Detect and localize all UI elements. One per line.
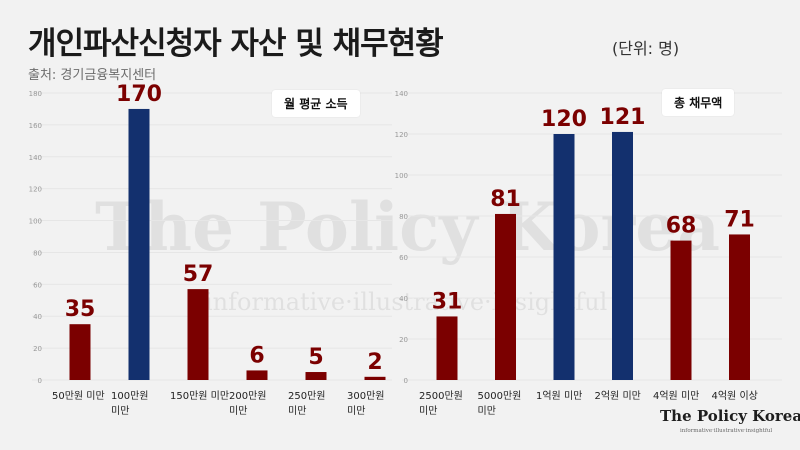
unit-label: (단위: 명) (612, 39, 680, 58)
y-tick-label: 20 (33, 345, 42, 353)
data-label: 6 (249, 343, 264, 368)
data-label: 121 (600, 105, 646, 130)
bar (612, 131, 633, 380)
x-tick-label: 미만 (347, 405, 365, 417)
chart-1-title: 월 평균 소득 (272, 90, 360, 117)
bar (553, 134, 575, 380)
y-tick-label: 120 (395, 131, 408, 139)
y-tick-label: 80 (399, 213, 408, 221)
bar (436, 316, 458, 380)
x-tick-label: 250만원 (288, 390, 326, 402)
y-tick-label: 180 (29, 90, 42, 98)
bar (305, 372, 327, 380)
y-tick-label: 80 (33, 249, 42, 257)
bar (128, 108, 150, 380)
data-label: 81 (490, 187, 521, 212)
x-tick-label: 미만 (478, 405, 496, 417)
bar (246, 370, 268, 380)
x-tick-label: 미만 (229, 405, 247, 417)
data-label: 170 (116, 82, 162, 107)
x-tick-label: 4억원 이상 (712, 390, 758, 402)
bar (187, 289, 209, 380)
watermark-tagline: informative·illustrative·insightful (205, 288, 608, 316)
data-label: 71 (724, 207, 755, 232)
y-tick-label: 0 (38, 377, 42, 385)
y-tick-label: 160 (29, 122, 42, 130)
x-tick-label: 2500만원 (419, 390, 463, 402)
x-tick-label: 미만 (419, 405, 437, 417)
x-tick-label: 1억원 미만 (536, 390, 582, 402)
y-tick-label: 140 (29, 154, 42, 162)
y-tick-label: 60 (33, 281, 42, 289)
y-tick-label: 100 (395, 172, 408, 180)
x-tick-label: 미만 (288, 405, 306, 417)
bar (729, 234, 750, 380)
y-tick-label: 140 (395, 90, 408, 98)
data-label: 5 (308, 345, 323, 370)
source-label: 출처: 경기금융복지센터 (28, 68, 157, 83)
brand-tagline: informative·illustrative·insightful (680, 428, 773, 434)
x-tick-label: 50만원 미만 (52, 390, 105, 402)
y-tick-label: 0 (404, 377, 408, 385)
bar (69, 324, 91, 380)
x-tick-label: 150만원 미만 (170, 390, 229, 402)
y-tick-label: 120 (29, 186, 42, 194)
x-tick-label: 300만원 (347, 390, 385, 402)
data-label: 68 (666, 214, 697, 239)
x-tick-label: 100만원 (111, 390, 149, 402)
bar (495, 213, 516, 380)
brand-logo: The Policy Korea (660, 407, 800, 425)
data-label: 2 (367, 350, 382, 375)
data-label: 120 (541, 107, 587, 132)
data-label: 57 (183, 262, 214, 287)
chart-2-title: 총 채무액 (662, 89, 735, 116)
y-tick-label: 60 (399, 254, 408, 262)
x-tick-label: 5000만원 (478, 390, 522, 402)
y-tick-label: 40 (399, 295, 408, 303)
x-tick-label: 2억원 미만 (595, 390, 641, 402)
data-label: 35 (65, 297, 96, 322)
y-tick-label: 40 (33, 313, 42, 321)
x-tick-label: 미만 (111, 405, 129, 417)
y-tick-label: 100 (29, 218, 42, 226)
bar (364, 376, 386, 380)
bar (670, 240, 692, 380)
page-title: 개인파산신청자 자산 및 채무현황 (28, 26, 444, 62)
y-tick-label: 20 (399, 336, 408, 344)
x-tick-label: 200만원 (229, 390, 267, 402)
x-tick-label: 4억원 미만 (653, 390, 699, 402)
data-label: 31 (432, 289, 463, 314)
